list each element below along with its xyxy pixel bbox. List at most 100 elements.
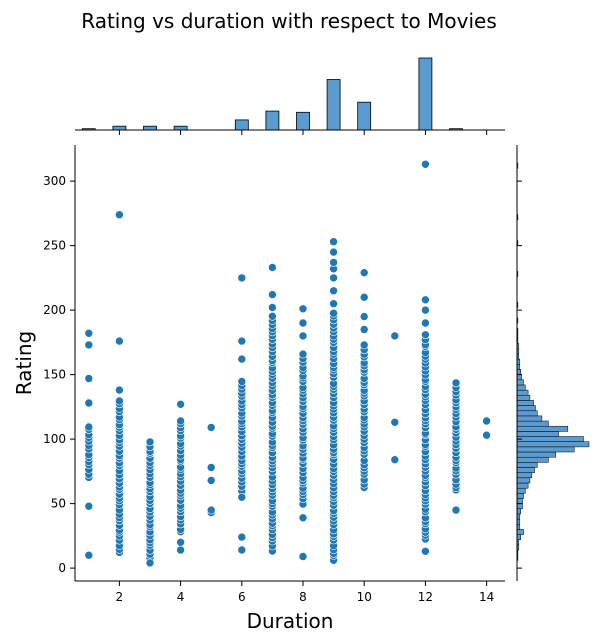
scatter-point — [359, 325, 369, 334]
scatter-point — [451, 378, 461, 388]
scatter-point — [359, 292, 369, 302]
right-histogram-bar — [516, 467, 535, 473]
scatter-point — [115, 396, 124, 406]
scatter-point — [115, 385, 124, 395]
scatter-point — [421, 305, 430, 315]
scatter-point — [298, 349, 308, 359]
scatter-point — [359, 340, 369, 350]
scatter-point — [268, 290, 277, 299]
scatter-point — [482, 430, 491, 440]
y-tick-label: 150 — [43, 368, 66, 382]
scatter-point — [206, 505, 216, 515]
right-histogram-bar — [516, 446, 575, 453]
scatter-point — [84, 550, 94, 560]
right-histogram-bar — [516, 529, 524, 535]
right-histogram-bar — [516, 477, 531, 484]
scatter-point — [451, 505, 461, 515]
scatter-point — [84, 422, 94, 432]
scatter-point — [298, 513, 308, 523]
scatter-point — [237, 336, 247, 346]
scatter-point — [84, 328, 94, 338]
top-histogram-bar — [326, 79, 341, 131]
right-histogram-bar — [516, 431, 559, 437]
right-histogram-bar — [516, 389, 529, 396]
scatter-points — [84, 160, 491, 568]
scatter-point — [421, 318, 430, 328]
right-histogram-bar — [516, 456, 549, 463]
x-axis-ticks: 2 4 6 8 10 12 14 — [116, 581, 494, 604]
scatter-point — [84, 398, 94, 408]
right-histogram-bar — [516, 374, 522, 381]
scatter-point — [237, 377, 247, 386]
scatter-point — [237, 492, 247, 502]
right-histogram-bar — [516, 498, 523, 504]
scatter-point — [359, 312, 369, 321]
scatter-point — [298, 331, 308, 341]
scatter-point — [329, 247, 338, 257]
right-histogram-ticks — [517, 180, 522, 569]
right-histogram-bar — [516, 487, 526, 494]
scatter-point — [298, 318, 308, 328]
scatter-point — [206, 423, 216, 432]
scatter-point — [237, 532, 247, 542]
right-histogram-bar — [516, 436, 584, 442]
y-tick-label: 0 — [58, 561, 66, 575]
scatter-point — [329, 299, 338, 309]
right-histogram-bar — [516, 394, 531, 401]
scatter-point — [329, 273, 338, 283]
scatter-point — [421, 330, 430, 340]
right-histogram-bar — [516, 425, 569, 432]
x-tick-label: 8 — [299, 590, 307, 604]
right-histogram-bar — [516, 369, 521, 375]
scatter-point — [268, 311, 277, 321]
x-tick-label: 14 — [479, 590, 494, 604]
scatter-point — [421, 160, 430, 169]
scatter-point — [390, 417, 400, 427]
scatter-point — [176, 545, 185, 555]
right-histogram-bar — [516, 503, 523, 510]
scatter-point — [237, 545, 247, 555]
scatter-point — [329, 286, 338, 296]
y-tick-label: 300 — [43, 174, 66, 188]
right-histogram — [516, 162, 590, 561]
right-histogram-bar — [516, 384, 526, 391]
top-histogram — [81, 57, 463, 131]
scatter-point — [176, 399, 185, 409]
top-histogram-bar — [265, 110, 280, 131]
y-tick-label: 250 — [43, 239, 66, 253]
y-tick-label: 100 — [43, 432, 66, 446]
x-tick-label: 4 — [177, 590, 185, 604]
right-histogram-bar — [516, 410, 538, 417]
scatter-point — [115, 210, 124, 219]
top-histogram-ticks — [118, 130, 488, 135]
scatter-point — [84, 501, 94, 511]
y-tick-label: 200 — [43, 303, 66, 317]
chart-title: Rating vs duration with respect to Movie… — [81, 9, 497, 33]
scatter-point — [84, 340, 94, 350]
y-tick-label: 50 — [51, 497, 66, 511]
scatter-point — [206, 463, 216, 472]
scatter-point — [359, 268, 369, 278]
right-histogram-bar — [516, 400, 534, 406]
right-histogram-bar — [516, 508, 521, 515]
scatter-point — [268, 303, 277, 312]
x-axis-label: Duration — [247, 609, 334, 633]
scatter-point — [237, 354, 247, 364]
x-tick-label: 2 — [116, 590, 124, 604]
scatter-point — [237, 273, 247, 283]
top-histogram-bar — [418, 57, 433, 131]
top-histogram-bar — [234, 119, 249, 131]
scatter-point — [390, 331, 400, 341]
right-histogram-bar — [516, 534, 521, 541]
right-histogram-bar — [516, 451, 557, 458]
scatter-point — [329, 237, 338, 246]
right-histogram-bar — [516, 462, 538, 468]
scatter-point — [390, 455, 400, 465]
scatter-point — [206, 476, 216, 485]
right-histogram-bar — [516, 472, 533, 479]
top-histogram-bar — [173, 125, 188, 131]
y-axis-ticks: 0 50 100 150 200 250 300 — [43, 174, 75, 575]
scatter-point — [482, 416, 491, 426]
x-tick-label: 12 — [418, 590, 433, 604]
